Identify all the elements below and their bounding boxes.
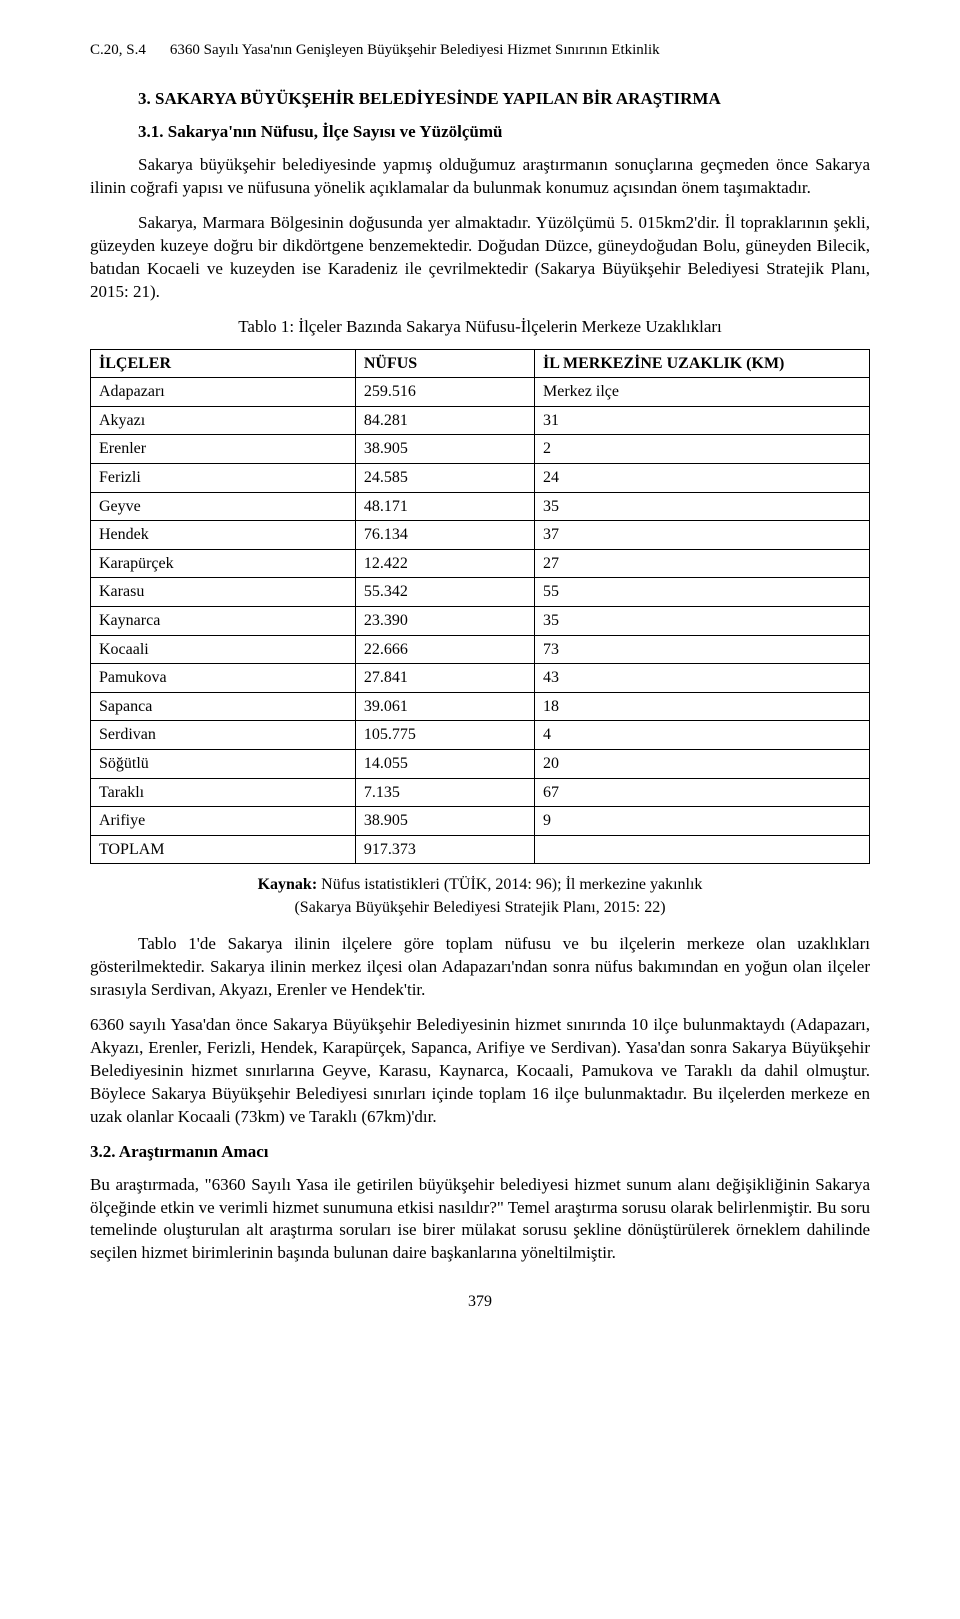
table-cell: Geyve xyxy=(91,492,356,521)
table-cell: 76.134 xyxy=(355,521,534,550)
paragraph-1: Sakarya büyükşehir belediyesinde yapmış … xyxy=(90,154,870,200)
table-cell: Taraklı xyxy=(91,778,356,807)
table-cell: 259.516 xyxy=(355,378,534,407)
table-1-source: Kaynak: Nüfus istatistikleri (TÜİK, 2014… xyxy=(90,874,870,919)
table-cell: Kaynarca xyxy=(91,607,356,636)
table-cell: 105.775 xyxy=(355,721,534,750)
table-cell: Sapanca xyxy=(91,692,356,721)
table-cell: Pamukova xyxy=(91,664,356,693)
table-row: Pamukova27.84143 xyxy=(91,664,870,693)
table-cell: TOPLAM xyxy=(91,835,356,864)
subsection-3-2-title: 3.2. Araştırmanın Amacı xyxy=(90,1141,870,1164)
source-label: Kaynak: xyxy=(258,876,318,893)
table-cell: Arifiye xyxy=(91,807,356,836)
table-cell: 55.342 xyxy=(355,578,534,607)
table-header-cell: NÜFUS xyxy=(355,349,534,378)
table-row: Ferizli24.58524 xyxy=(91,464,870,493)
table-cell: 27.841 xyxy=(355,664,534,693)
table-header-cell: İL MERKEZİNE UZAKLIK (KM) xyxy=(535,349,870,378)
table-row: Karasu55.34255 xyxy=(91,578,870,607)
table-row: Taraklı7.13567 xyxy=(91,778,870,807)
table-cell: Erenler xyxy=(91,435,356,464)
table-cell: Hendek xyxy=(91,521,356,550)
table-cell: 12.422 xyxy=(355,549,534,578)
table-cell: 7.135 xyxy=(355,778,534,807)
table-header-cell: İLÇELER xyxy=(91,349,356,378)
table-row: Kocaali22.66673 xyxy=(91,635,870,664)
paragraph-3: Tablo 1'de Sakarya ilinin ilçelere göre … xyxy=(90,933,870,1002)
table-cell: Ferizli xyxy=(91,464,356,493)
table-cell: 24 xyxy=(535,464,870,493)
table-cell: Adapazarı xyxy=(91,378,356,407)
table-cell: 55 xyxy=(535,578,870,607)
table-row: Hendek76.13437 xyxy=(91,521,870,550)
table-row: Sapanca39.06118 xyxy=(91,692,870,721)
header-left: C.20, S.4 xyxy=(90,40,146,60)
table-cell: 35 xyxy=(535,492,870,521)
table-cell: 43 xyxy=(535,664,870,693)
table-cell: Kocaali xyxy=(91,635,356,664)
subsection-3-1-title: 3.1. Sakarya'nın Nüfusu, İlçe Sayısı ve … xyxy=(90,121,870,144)
table-row: Adapazarı259.516Merkez ilçe xyxy=(91,378,870,407)
table-cell: 84.281 xyxy=(355,406,534,435)
table-cell: 67 xyxy=(535,778,870,807)
table-cell: 14.055 xyxy=(355,750,534,779)
source-line-2: (Sakarya Büyükşehir Belediyesi Stratejik… xyxy=(294,899,665,916)
table-cell: 20 xyxy=(535,750,870,779)
table-cell: Söğütlü xyxy=(91,750,356,779)
paragraph-2: Sakarya, Marmara Bölgesinin doğusunda ye… xyxy=(90,212,870,304)
table-cell: 73 xyxy=(535,635,870,664)
page-header: C.20, S.4 6360 Sayılı Yasa'nın Genişleye… xyxy=(90,40,870,60)
table-cell: 2 xyxy=(535,435,870,464)
table-row: Erenler38.9052 xyxy=(91,435,870,464)
table-cell: Karasu xyxy=(91,578,356,607)
table-cell: 37 xyxy=(535,521,870,550)
table-cell: Merkez ilçe xyxy=(535,378,870,407)
table-cell: 27 xyxy=(535,549,870,578)
table-1: İLÇELER NÜFUS İL MERKEZİNE UZAKLIK (KM) … xyxy=(90,349,870,865)
paragraph-4: 6360 sayılı Yasa'dan önce Sakarya Büyükş… xyxy=(90,1014,870,1129)
table-cell: 18 xyxy=(535,692,870,721)
table-row: Kaynarca23.39035 xyxy=(91,607,870,636)
table-cell: 917.373 xyxy=(355,835,534,864)
table-cell: 24.585 xyxy=(355,464,534,493)
page-number: 379 xyxy=(90,1291,870,1313)
table-cell: 48.171 xyxy=(355,492,534,521)
table-1-caption: Tablo 1: İlçeler Bazında Sakarya Nüfusu-… xyxy=(90,316,870,339)
table-row: Karapürçek12.42227 xyxy=(91,549,870,578)
table-row: Söğütlü14.05520 xyxy=(91,750,870,779)
table-cell: 4 xyxy=(535,721,870,750)
paragraph-5: Bu araştırmada, "6360 Sayılı Yasa ile ge… xyxy=(90,1174,870,1266)
table-cell: 35 xyxy=(535,607,870,636)
section-3-title: 3. SAKARYA BÜYÜKŞEHİR BELEDİYESİNDE YAPI… xyxy=(90,88,870,111)
table-cell: 23.390 xyxy=(355,607,534,636)
table-cell: 39.061 xyxy=(355,692,534,721)
table-cell: Serdivan xyxy=(91,721,356,750)
table-cell xyxy=(535,835,870,864)
table-cell: 31 xyxy=(535,406,870,435)
table-row: Serdivan105.7754 xyxy=(91,721,870,750)
header-right: 6360 Sayılı Yasa'nın Genişleyen Büyükşeh… xyxy=(146,40,870,60)
table-header-row: İLÇELER NÜFUS İL MERKEZİNE UZAKLIK (KM) xyxy=(91,349,870,378)
table-row: TOPLAM917.373 xyxy=(91,835,870,864)
table-cell: 9 xyxy=(535,807,870,836)
table-cell: Akyazı xyxy=(91,406,356,435)
table-cell: 22.666 xyxy=(355,635,534,664)
table-cell: 38.905 xyxy=(355,807,534,836)
table-row: Arifiye38.9059 xyxy=(91,807,870,836)
table-cell: Karapürçek xyxy=(91,549,356,578)
source-line-1: Nüfus istatistikleri (TÜİK, 2014: 96); İ… xyxy=(317,876,702,893)
table-row: Geyve48.17135 xyxy=(91,492,870,521)
table-cell: 38.905 xyxy=(355,435,534,464)
table-row: Akyazı84.28131 xyxy=(91,406,870,435)
